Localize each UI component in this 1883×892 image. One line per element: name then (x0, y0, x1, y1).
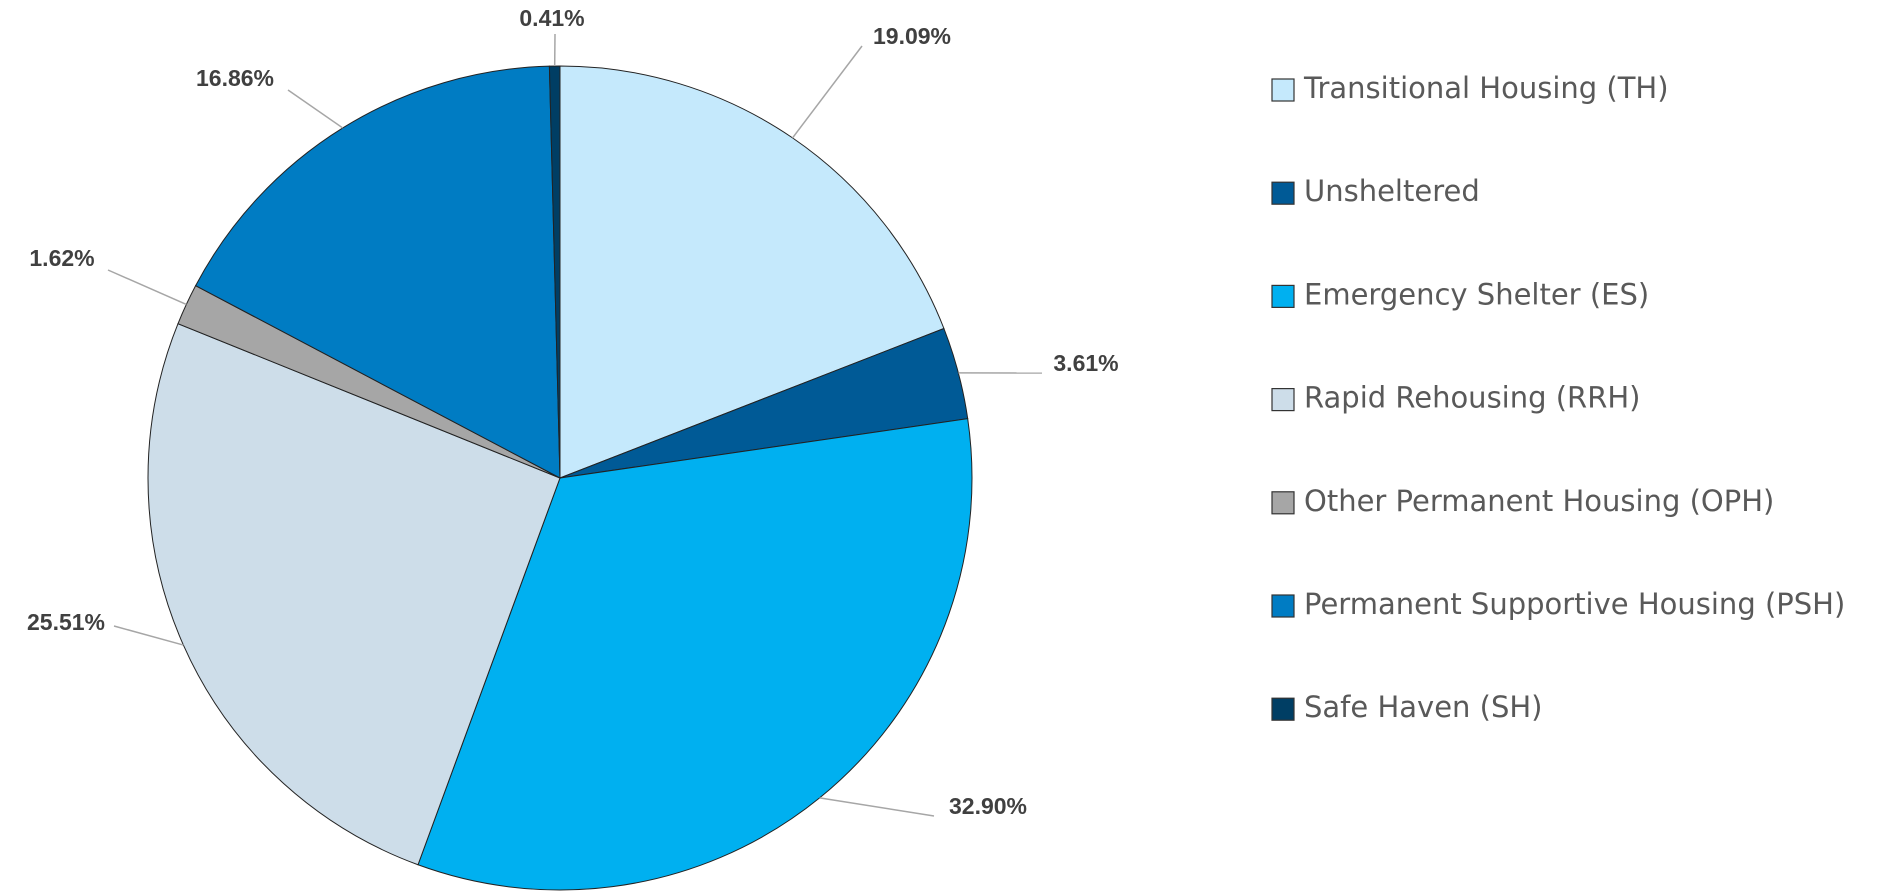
leader-line (791, 45, 863, 139)
legend-swatch (1271, 697, 1295, 721)
legend-label: Transitional Housing (TH) (1303, 71, 1669, 105)
data-label: 0.41% (519, 5, 584, 31)
leader-line (107, 269, 187, 306)
data-label: 1.62% (29, 245, 94, 271)
legend-swatch (1271, 491, 1295, 515)
legend-label: Safe Haven (SH) (1304, 690, 1542, 724)
data-label: 16.86% (196, 65, 274, 91)
legend-swatch (1271, 388, 1295, 412)
legend-swatch (1271, 78, 1295, 102)
legend-swatch (1271, 181, 1295, 205)
legend-label: Other Permanent Housing (OPH) (1304, 484, 1774, 518)
leader-line (113, 625, 184, 646)
pie-slice (559, 65, 945, 479)
legend-label: Emergency Shelter (ES) (1304, 277, 1649, 311)
pie-slice (417, 418, 973, 891)
data-label: 32.90% (949, 793, 1027, 819)
data-label: 25.51% (27, 609, 105, 635)
leader-line (819, 797, 935, 817)
legend-swatch (1271, 594, 1295, 618)
legend-label: Rapid Rehousing (RRH) (1304, 381, 1640, 415)
legend-label: Unsheltered (1304, 174, 1480, 208)
data-label: 3.61% (1053, 350, 1118, 376)
data-label: 19.09% (873, 23, 951, 49)
leader-line (287, 89, 344, 129)
pie-slice (194, 65, 561, 479)
legend-label: Permanent Supportive Housing (PSH) (1304, 587, 1845, 621)
legend-swatch (1271, 284, 1295, 308)
